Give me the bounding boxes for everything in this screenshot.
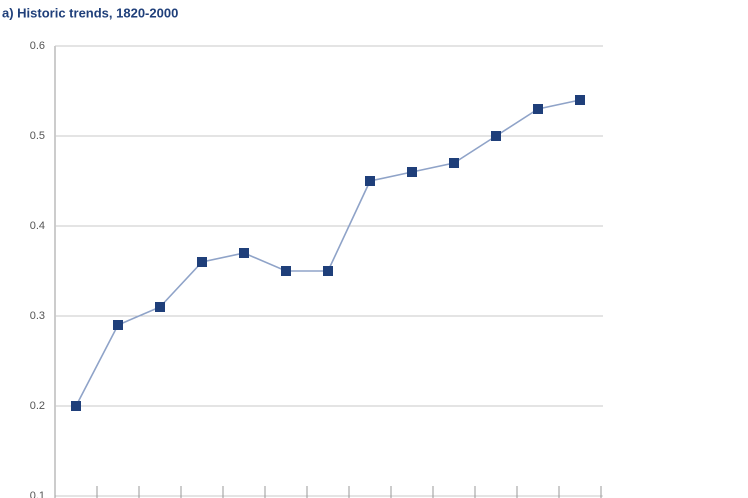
y-tick-label: 0.3 <box>30 310 45 322</box>
marker <box>449 158 459 168</box>
y-tick-label: 0.4 <box>30 220 45 232</box>
marker <box>155 302 165 312</box>
marker <box>323 266 333 276</box>
y-tick-label: 0.1 <box>30 490 45 498</box>
y-tick-label: 0.6 <box>30 40 45 52</box>
marker <box>407 167 417 177</box>
chart-title: a) Historic trends, 1820-2000 <box>2 5 178 20</box>
marker <box>71 401 81 411</box>
line <box>75 99 581 407</box>
marker <box>239 248 249 258</box>
y-tick-label: 0.2 <box>30 400 45 412</box>
marker <box>575 95 585 105</box>
marker <box>281 266 291 276</box>
marker <box>197 257 207 267</box>
y-tick-label: 0.5 <box>30 130 45 142</box>
marker <box>491 131 501 141</box>
marker <box>113 320 123 330</box>
marker <box>533 104 543 114</box>
marker <box>365 176 375 186</box>
